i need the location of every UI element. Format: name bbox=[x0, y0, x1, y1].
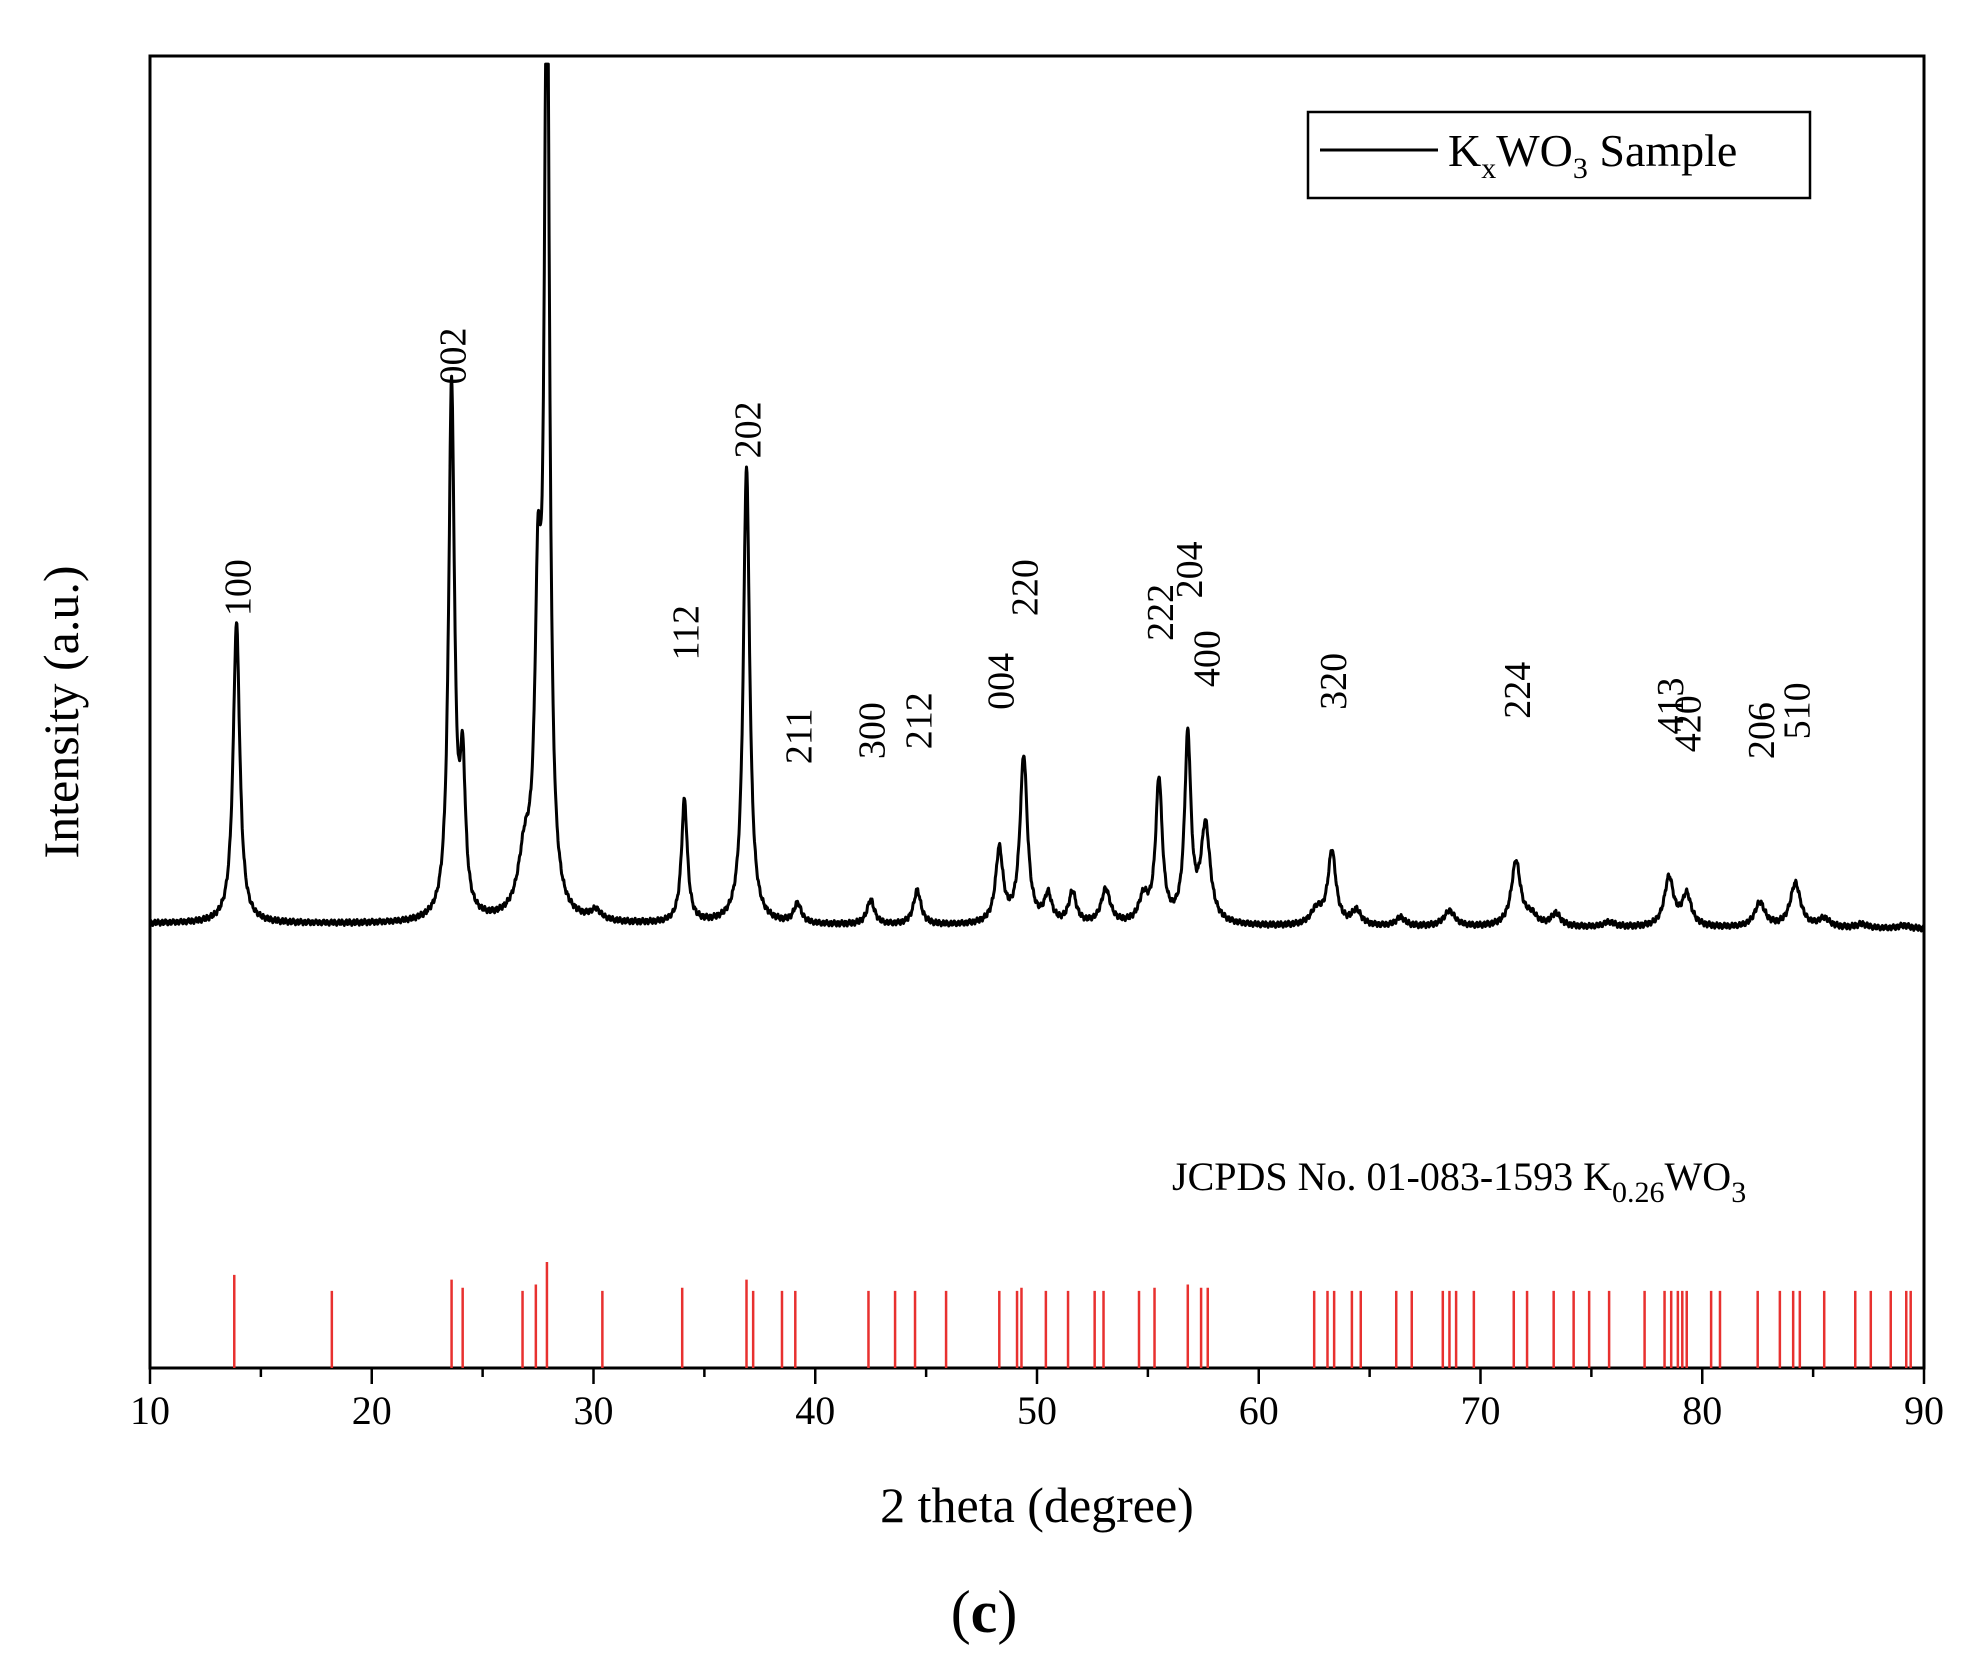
peak-label-220: 220 bbox=[1005, 559, 1047, 616]
x-tick-label: 60 bbox=[1239, 1388, 1279, 1433]
x-tick-label: 30 bbox=[574, 1388, 614, 1433]
y-axis-label: Intensity (a.u.) bbox=[33, 566, 89, 859]
peak-label-004: 004 bbox=[980, 653, 1022, 710]
peak-labels: 1000022001122022113002120042202222044003… bbox=[217, 327, 1818, 764]
reference-lines bbox=[233, 1262, 1912, 1368]
peak-label-510: 510 bbox=[1776, 682, 1818, 739]
peak-label-112: 112 bbox=[665, 605, 707, 661]
x-tick-label: 80 bbox=[1682, 1388, 1722, 1433]
peak-label-413: 413 bbox=[1650, 677, 1692, 734]
legend-box bbox=[1306, 110, 1812, 200]
x-axis-label: 2 theta (degree) bbox=[880, 1477, 1194, 1533]
legend-entry-sample: KxWO3 Sample bbox=[1448, 125, 1737, 185]
peak-label-202: 202 bbox=[728, 401, 770, 458]
peak-label-206: 206 bbox=[1741, 702, 1783, 759]
peak-label-400: 400 bbox=[1187, 630, 1229, 687]
x-tick-label: 20 bbox=[352, 1388, 392, 1433]
legend: KxWO3 Sample bbox=[1306, 110, 1812, 200]
peak-label-212: 212 bbox=[898, 692, 940, 749]
peak-label-224: 224 bbox=[1497, 662, 1539, 719]
peak-label-100: 100 bbox=[217, 559, 259, 616]
x-tick-label: 10 bbox=[130, 1388, 170, 1433]
peak-label-300: 300 bbox=[852, 702, 894, 759]
x-tick-label: 90 bbox=[1904, 1388, 1944, 1433]
x-tick-label: 50 bbox=[1017, 1388, 1057, 1433]
x-axis-tick-labels: 10 20 30 40 50 60 70 80 90 bbox=[130, 1388, 1944, 1433]
reference-card-label: JCPDS No. 01-083-1593 K0.26WO3 bbox=[1172, 1154, 1746, 1209]
panel-label: (c) bbox=[951, 1579, 1018, 1645]
sample-series-line bbox=[148, 62, 1926, 933]
peak-label-320: 320 bbox=[1313, 653, 1355, 710]
x-tick-label: 70 bbox=[1461, 1388, 1501, 1433]
x-tick-label: 40 bbox=[795, 1388, 835, 1433]
x-axis-ticks bbox=[148, 1368, 1926, 1384]
peak-label-211: 211 bbox=[779, 708, 821, 764]
peak-label-002: 002 bbox=[433, 327, 475, 384]
peak-label-204: 204 bbox=[1169, 541, 1211, 598]
peak-label-420: 420 bbox=[1668, 695, 1710, 752]
peak-label-222: 222 bbox=[1140, 584, 1182, 641]
